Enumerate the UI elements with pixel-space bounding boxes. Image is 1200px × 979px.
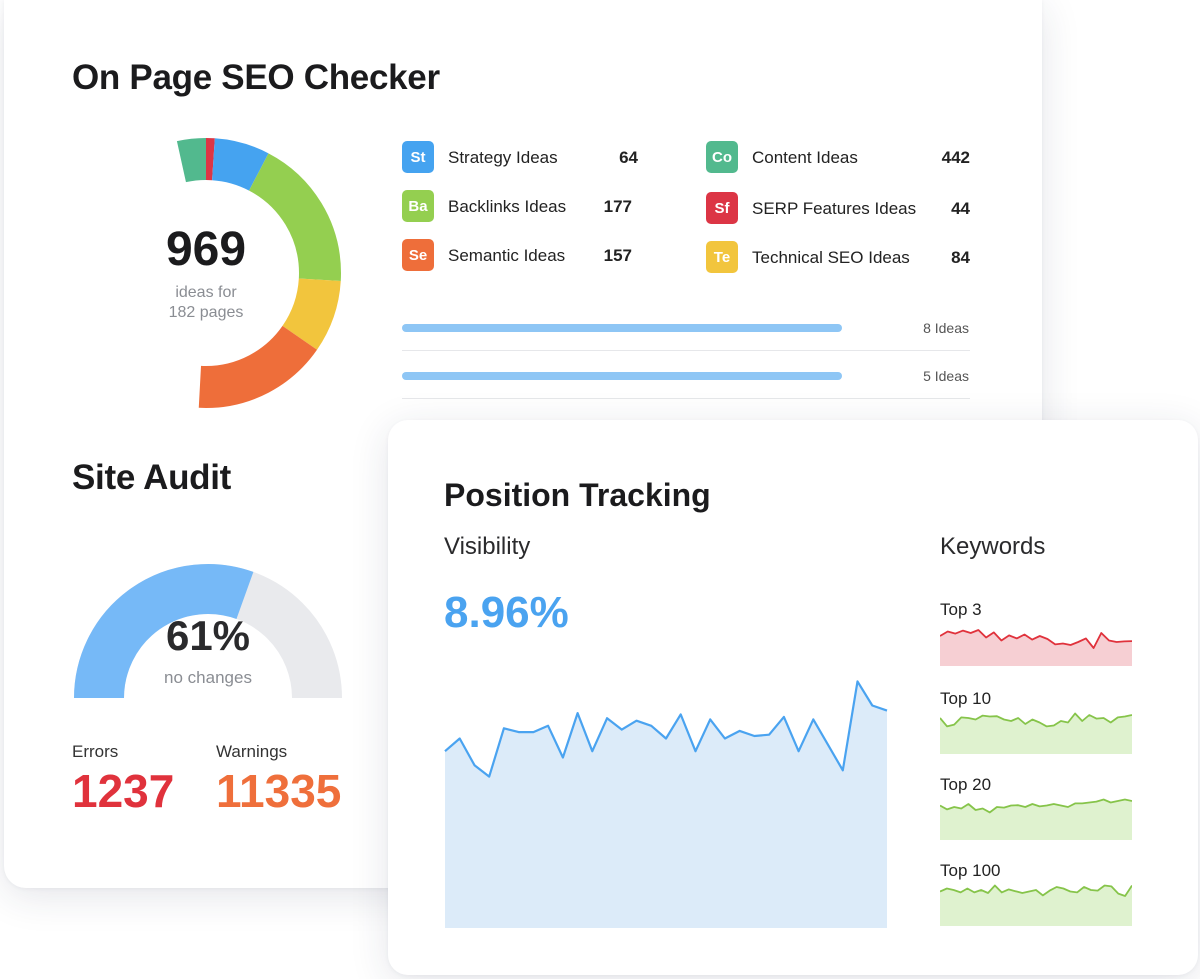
warnings-value: 11335: [216, 765, 342, 817]
legend-item-serp-features-ideas[interactable]: Sf SERP Features Ideas 44: [706, 192, 974, 224]
sparkline-area: [940, 885, 1132, 926]
legend-count: 157: [603, 246, 632, 265]
legend-count: 64: [619, 148, 638, 167]
legend-item-technical-seo-ideas[interactable]: Te Technical SEO Ideas 84: [706, 241, 974, 273]
legend-count: 177: [603, 197, 632, 216]
visibility-area: [445, 681, 887, 928]
keyword-top-10-label: Top 10: [940, 689, 992, 708]
legend-label: Semantic Ideas: [448, 246, 566, 265]
legend-item-strategy-ideas[interactable]: St Strategy Ideas 64: [402, 141, 638, 173]
serp-features-ideas-badge: Sf: [706, 192, 738, 224]
site-audit-caption: no changes: [164, 668, 252, 687]
keywords-label: Keywords: [940, 533, 1046, 560]
warnings-label: Warnings: [216, 742, 288, 761]
keyword-top-100-sparkline: [940, 884, 1132, 926]
on-page-seo-title: On Page SEO Checker: [72, 58, 440, 97]
site-audit-gauge: [74, 564, 342, 699]
sparkline-line: [940, 798, 1132, 814]
strategy-ideas-badge: St: [402, 141, 434, 173]
site-audit-percent: 61%: [165, 612, 251, 659]
semantic-ideas-badge: Se: [402, 239, 434, 271]
backlinks-ideas-badge: Ba: [402, 190, 434, 222]
total-ideas-value: 969: [165, 223, 247, 276]
total-ideas-caption-line2: 182 pages: [168, 304, 244, 321]
page-ideas-bar-1: [402, 324, 842, 332]
donut-slice-backlinks-ideas[interactable]: [71, 138, 341, 408]
keyword-top-3-sparkline: [940, 629, 1132, 666]
row-divider: [402, 350, 970, 351]
legend-item-backlinks-ideas[interactable]: Ba Backlinks Ideas 177: [402, 190, 638, 222]
site-audit-title: Site Audit: [72, 458, 232, 497]
visibility-label: Visibility: [444, 533, 531, 560]
legend-count: 84: [951, 248, 970, 267]
legend-label: Strategy Ideas: [448, 148, 558, 167]
sparkline-line: [940, 712, 1132, 728]
gauge-fill: [74, 564, 254, 699]
keyword-top-100-label: Top 100: [940, 861, 1001, 880]
legend-label: Technical SEO Ideas: [752, 248, 910, 267]
visibility-line: [444, 680, 888, 778]
donut-slice-serp-features-ideas[interactable]: [71, 138, 341, 408]
keyword-top-10-sparkline: [940, 712, 1132, 754]
legend-item-semantic-ideas[interactable]: Se Semantic Ideas 157: [402, 239, 638, 271]
row-divider: [402, 398, 970, 399]
ideas-donut-chart: [71, 138, 341, 408]
legend-label: Content Ideas: [752, 148, 858, 167]
page-ideas-count-2: 5 Ideas: [923, 368, 969, 384]
sparkline-line: [940, 884, 1132, 897]
sparkline-area: [940, 630, 1132, 666]
visibility-value: 8.96%: [444, 588, 569, 637]
errors-label: Errors: [72, 742, 119, 761]
donut-slice-semantic-ideas[interactable]: [71, 138, 341, 408]
page-ideas-count-1: 8 Ideas: [923, 320, 969, 336]
sparkline-area: [940, 799, 1132, 840]
sparkline-area: [940, 713, 1132, 754]
sparkline-line: [940, 629, 1132, 649]
legend-item-content-ideas[interactable]: Co Content Ideas 442: [706, 141, 974, 173]
page-ideas-bar-2: [402, 372, 842, 380]
keyword-top-3-label: Top 3: [940, 600, 982, 619]
legend-label: SERP Features Ideas: [752, 199, 917, 218]
legend-label: Backlinks Ideas: [448, 197, 567, 216]
keyword-top-20-label: Top 20: [940, 775, 992, 794]
content-ideas-badge: Co: [706, 141, 738, 173]
keyword-top-20-sparkline: [940, 798, 1132, 840]
technical-seo-ideas-badge: Te: [706, 241, 738, 273]
total-ideas-caption-line1: ideas for: [175, 284, 237, 301]
errors-value: 1237: [72, 765, 175, 817]
legend-count: 442: [941, 148, 970, 167]
legend-count: 44: [951, 199, 970, 218]
visibility-area-chart: [444, 680, 888, 928]
position-tracking-title: Position Tracking: [444, 477, 711, 513]
position-tracking-card: Position Tracking Visibility 8.96% Keywo…: [388, 420, 1198, 975]
